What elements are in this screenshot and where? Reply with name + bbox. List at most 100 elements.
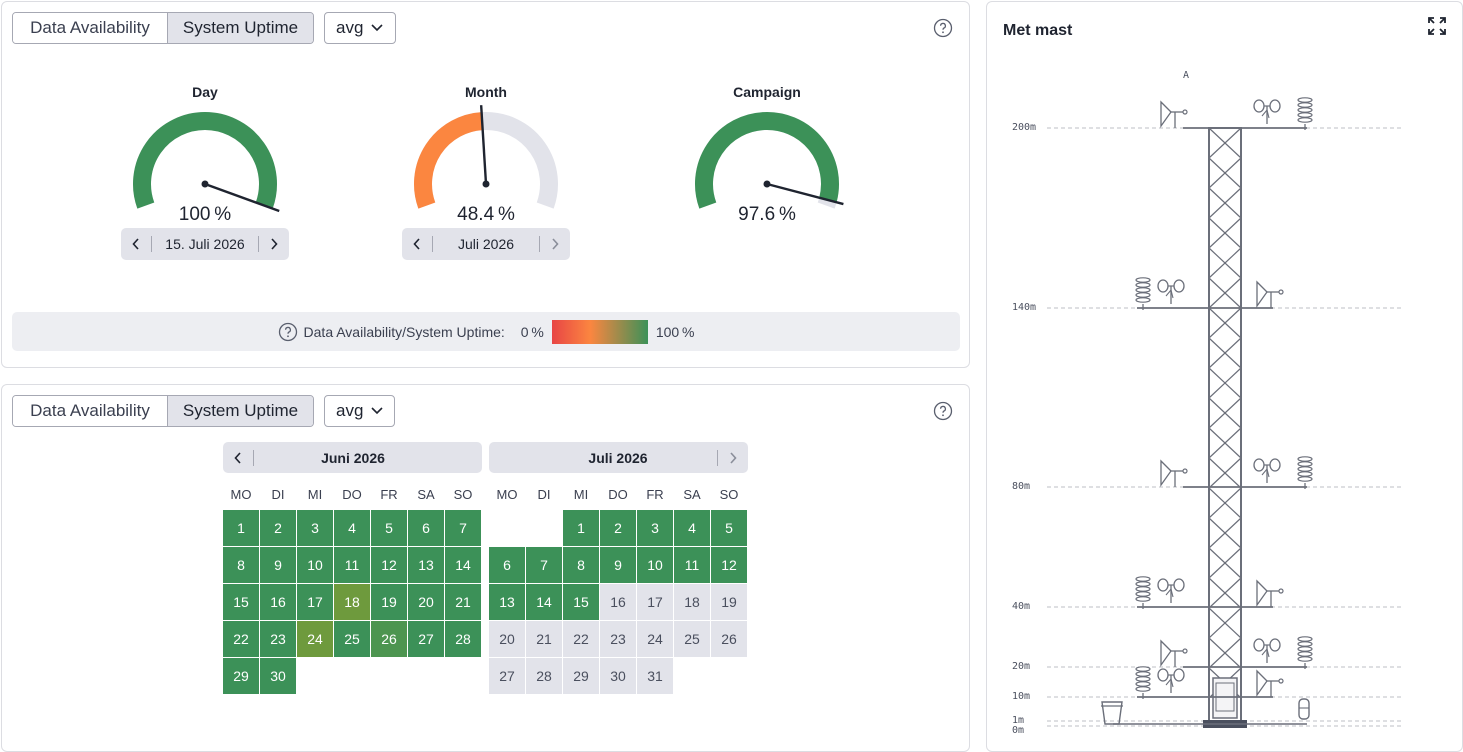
- height-label: 80m: [1012, 481, 1031, 492]
- calendar-day[interactable]: 12: [371, 547, 407, 583]
- temperature-sensor-icon: [1297, 456, 1313, 489]
- calendar-day[interactable]: 5: [711, 510, 747, 546]
- calendar-day[interactable]: 11: [674, 547, 710, 583]
- calendar-day[interactable]: 31: [637, 658, 673, 694]
- calendar-day[interactable]: 15: [563, 584, 599, 620]
- calendar-day[interactable]: 27: [489, 658, 525, 694]
- met-mast-diagram: [1047, 97, 1403, 728]
- calendar-day[interactable]: 16: [600, 584, 636, 620]
- height-label: 140m: [1012, 302, 1037, 313]
- calendar-day[interactable]: 14: [526, 584, 562, 620]
- calendar-day[interactable]: 26: [711, 621, 747, 657]
- help-icon[interactable]: [278, 322, 298, 342]
- calendar-day[interactable]: 19: [371, 584, 407, 620]
- gauge-needle: [766, 182, 844, 206]
- calendar-day[interactable]: 20: [489, 621, 525, 657]
- calendar-day[interactable]: 18: [334, 584, 370, 620]
- calendar-day[interactable]: 2: [260, 510, 296, 546]
- weekday-label: SO: [719, 487, 739, 502]
- system-uptime-tab[interactable]: System Uptime: [167, 396, 313, 426]
- calendar-day[interactable]: 8: [563, 547, 599, 583]
- calendar-day[interactable]: 12: [711, 547, 747, 583]
- calendar-day[interactable]: 22: [563, 621, 599, 657]
- calendar-day[interactable]: 24: [297, 621, 333, 657]
- month-gauge: Month 48.4 %: [396, 84, 576, 284]
- calendar-day[interactable]: 7: [526, 547, 562, 583]
- calendar-day[interactable]: 9: [600, 547, 636, 583]
- calendar-day[interactable]: 5: [371, 510, 407, 546]
- calendar-day[interactable]: 2: [600, 510, 636, 546]
- prev-month-button[interactable]: [223, 442, 253, 473]
- calendar-day[interactable]: 29: [223, 658, 259, 694]
- calendar-day[interactable]: 28: [445, 621, 481, 657]
- aggregate-dropdown[interactable]: avg: [324, 395, 395, 427]
- expand-icon[interactable]: [1428, 17, 1446, 35]
- calendar-day[interactable]: 24: [637, 621, 673, 657]
- calendar-day[interactable]: 1: [223, 510, 259, 546]
- calendar-day[interactable]: 13: [408, 547, 444, 583]
- calendar-day[interactable]: 23: [260, 621, 296, 657]
- gauge-fill: [695, 112, 839, 209]
- legend-label: Data Availability/System Uptime:: [303, 323, 505, 340]
- data-availability-tab[interactable]: Data Availability: [13, 13, 167, 43]
- month-date-label: Juli 2026: [457, 236, 515, 252]
- calendar-day[interactable]: 20: [408, 584, 444, 620]
- calendar-day[interactable]: 30: [260, 658, 296, 694]
- calendar-day[interactable]: 6: [408, 510, 444, 546]
- calendar-day[interactable]: 9: [260, 547, 296, 583]
- calendar-day[interactable]: 8: [223, 547, 259, 583]
- calendar-day[interactable]: 19: [711, 584, 747, 620]
- wind-vane-icon: [1160, 100, 1188, 129]
- height-label: 10m: [1012, 691, 1031, 702]
- calendar-day[interactable]: 7: [445, 510, 481, 546]
- gauge-value: 97.6 %: [738, 204, 796, 225]
- help-icon[interactable]: [933, 401, 953, 421]
- weekday-label: FR: [380, 487, 398, 502]
- aggregate-dropdown[interactable]: avg: [324, 12, 396, 44]
- calendar-day[interactable]: 23: [600, 621, 636, 657]
- calendar-day[interactable]: 25: [674, 621, 710, 657]
- calendar-day[interactable]: 10: [297, 547, 333, 583]
- calendar-day[interactable]: 21: [445, 584, 481, 620]
- height-label: 0m: [1012, 725, 1025, 736]
- next-month-button[interactable]: [540, 228, 570, 260]
- data-availability-tab[interactable]: Data Availability: [13, 396, 167, 426]
- calendar-day[interactable]: 21: [526, 621, 562, 657]
- calendar-day[interactable]: 18: [674, 584, 710, 620]
- calendar-day[interactable]: 27: [408, 621, 444, 657]
- next-day-button[interactable]: [259, 228, 289, 260]
- calendar-day[interactable]: 14: [445, 547, 481, 583]
- calendar-day[interactable]: 4: [674, 510, 710, 546]
- calendar-day[interactable]: 6: [489, 547, 525, 583]
- metric-toggle: Data Availability System Uptime: [12, 12, 314, 44]
- calendar-day[interactable]: 11: [334, 547, 370, 583]
- prev-day-button[interactable]: [121, 228, 151, 260]
- calendar-day[interactable]: 25: [334, 621, 370, 657]
- help-icon[interactable]: [933, 18, 953, 38]
- system-uptime-tab[interactable]: System Uptime: [167, 13, 313, 43]
- calendar-day[interactable]: 3: [297, 510, 333, 546]
- calendar-day[interactable]: 1: [563, 510, 599, 546]
- weekday-label: MO: [496, 487, 518, 502]
- calendar-day[interactable]: 22: [223, 621, 259, 657]
- gauge-fill: [414, 112, 484, 209]
- calendar-day[interactable]: 4: [334, 510, 370, 546]
- calendar-day[interactable]: 10: [637, 547, 673, 583]
- calendar-day[interactable]: 13: [489, 584, 525, 620]
- calendar-day[interactable]: 26: [371, 621, 407, 657]
- next-month-button[interactable]: [718, 442, 748, 473]
- calendar-day[interactable]: 30: [600, 658, 636, 694]
- calendar-day[interactable]: 3: [637, 510, 673, 546]
- day-date-nav: 15. Juli 2026: [121, 228, 289, 260]
- legend-min: 0 %: [520, 323, 544, 340]
- chevron-left-icon: [413, 238, 420, 250]
- gauge-dial: [695, 112, 844, 209]
- calendar-day[interactable]: 17: [297, 584, 333, 620]
- calendar-day[interactable]: 29: [563, 658, 599, 694]
- gauge-dial: [414, 105, 558, 209]
- calendar-day[interactable]: 17: [637, 584, 673, 620]
- calendar-day[interactable]: 28: [526, 658, 562, 694]
- calendar-day[interactable]: 15: [223, 584, 259, 620]
- calendar-day[interactable]: 16: [260, 584, 296, 620]
- prev-month-button[interactable]: [402, 228, 432, 260]
